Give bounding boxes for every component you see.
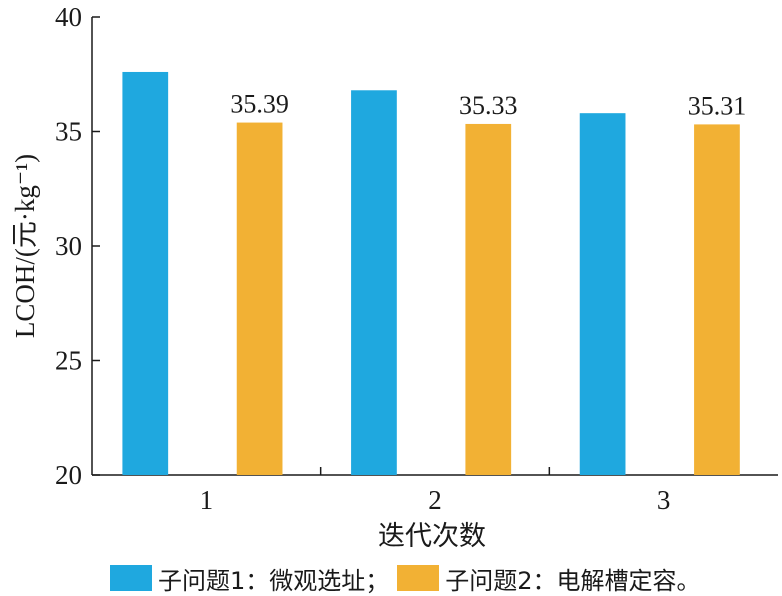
x-axis-title: 迭代次数 bbox=[378, 521, 486, 551]
legend-label-subproblem-2: 子问题2：电解槽定容。 bbox=[445, 566, 701, 595]
bar-series-1-cat-1 bbox=[122, 71, 169, 476]
x-tick-label: 1 bbox=[200, 485, 214, 515]
data-label: 35.39 bbox=[230, 90, 289, 119]
data-label: 35.33 bbox=[459, 91, 518, 120]
bar-series-2-cat-3 bbox=[694, 124, 740, 475]
bar-series-2-cat-1 bbox=[236, 122, 283, 475]
bar-series-1-cat-2 bbox=[351, 90, 397, 475]
y-axis-title: LCOH/(元·kg⁻¹) bbox=[10, 154, 40, 338]
bar-series-2-cat-2 bbox=[465, 123, 512, 476]
y-tick-label: 40 bbox=[55, 2, 82, 32]
data-label: 35.31 bbox=[688, 91, 747, 120]
y-tick-label: 30 bbox=[55, 231, 82, 261]
y-tick-label: 20 bbox=[55, 460, 82, 490]
legend-swatch-orange bbox=[397, 565, 440, 591]
legend-label-subproblem-1: 子问题1：微观选址； bbox=[158, 566, 390, 595]
legend-swatch-blue bbox=[110, 565, 152, 591]
x-tick-label: 3 bbox=[657, 485, 671, 515]
bar-series-1-cat-3 bbox=[579, 113, 626, 476]
legend-item-subproblem-1: 子问题1：微观选址； bbox=[110, 561, 389, 596]
legend-item-subproblem-2: 子问题2：电解槽定容。 bbox=[397, 561, 701, 596]
legend: 子问题1：微观选址； 子问题2：电解槽定容。 bbox=[110, 561, 701, 596]
y-tick-label: 25 bbox=[55, 346, 82, 376]
x-tick-label: 2 bbox=[428, 485, 442, 515]
y-tick-label: 35 bbox=[55, 117, 82, 147]
